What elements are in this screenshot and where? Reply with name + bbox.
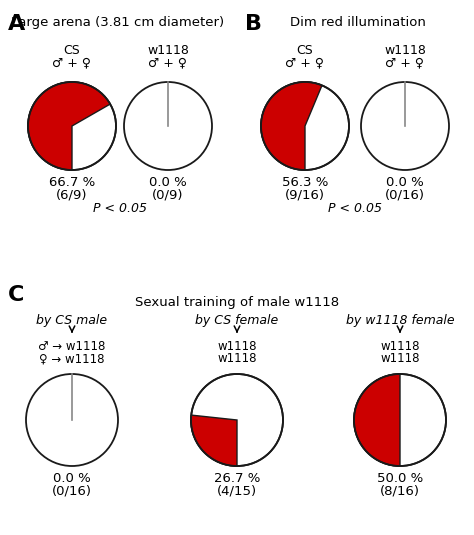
Text: 50.0 %: 50.0 % — [377, 472, 423, 485]
Text: ♂ + ♀: ♂ + ♀ — [285, 56, 325, 69]
Wedge shape — [28, 82, 110, 170]
Circle shape — [191, 374, 283, 466]
Text: w1118: w1118 — [147, 44, 189, 57]
Text: A: A — [8, 14, 25, 34]
Text: ♀ → w1118: ♀ → w1118 — [39, 352, 105, 365]
Text: by CS female: by CS female — [195, 314, 279, 327]
Text: ♂ + ♀: ♂ + ♀ — [148, 56, 188, 69]
Wedge shape — [191, 415, 237, 466]
Circle shape — [124, 82, 212, 170]
Text: by CS male: by CS male — [36, 314, 108, 327]
Text: 0.0 %: 0.0 % — [386, 176, 424, 189]
Text: C: C — [8, 285, 24, 305]
Wedge shape — [261, 82, 322, 170]
Text: 26.7 %: 26.7 % — [214, 472, 260, 485]
Text: ♂ + ♀: ♂ + ♀ — [385, 56, 425, 69]
Circle shape — [354, 374, 446, 466]
Text: (0/16): (0/16) — [52, 484, 92, 497]
Text: 66.7 %: 66.7 % — [49, 176, 95, 189]
Text: Large arena (3.81 cm diameter): Large arena (3.81 cm diameter) — [11, 16, 225, 29]
Text: ♂ + ♀: ♂ + ♀ — [53, 56, 91, 69]
Text: w1118: w1118 — [217, 352, 257, 365]
Circle shape — [28, 82, 116, 170]
Text: Dim red illumination: Dim red illumination — [290, 16, 426, 29]
Text: w1118: w1118 — [380, 340, 420, 353]
Text: w1118: w1118 — [380, 352, 420, 365]
Text: B: B — [245, 14, 262, 34]
Text: (0/9): (0/9) — [152, 188, 184, 201]
Text: CS: CS — [297, 44, 313, 57]
Text: (8/16): (8/16) — [380, 484, 420, 497]
Text: by w1118 female: by w1118 female — [346, 314, 454, 327]
Text: P < 0.05: P < 0.05 — [93, 202, 147, 215]
Circle shape — [261, 82, 349, 170]
Text: (4/15): (4/15) — [217, 484, 257, 497]
Text: (9/16): (9/16) — [285, 188, 325, 201]
Text: ♂ → w1118: ♂ → w1118 — [38, 340, 106, 353]
Text: 0.0 %: 0.0 % — [149, 176, 187, 189]
Wedge shape — [354, 374, 400, 466]
Text: Sexual training of male w1118: Sexual training of male w1118 — [135, 296, 339, 309]
Text: 0.0 %: 0.0 % — [53, 472, 91, 485]
Text: P < 0.05: P < 0.05 — [328, 202, 382, 215]
Text: (0/16): (0/16) — [385, 188, 425, 201]
Text: CS: CS — [64, 44, 81, 57]
Text: 56.3 %: 56.3 % — [282, 176, 328, 189]
Text: w1118: w1118 — [217, 340, 257, 353]
Circle shape — [361, 82, 449, 170]
Text: w1118: w1118 — [384, 44, 426, 57]
Text: (6/9): (6/9) — [56, 188, 88, 201]
Circle shape — [26, 374, 118, 466]
